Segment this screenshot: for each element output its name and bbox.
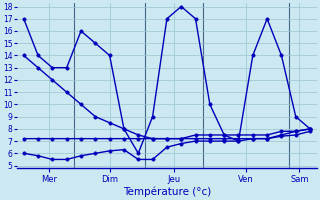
X-axis label: Température (°c): Température (°c) [123,187,211,197]
